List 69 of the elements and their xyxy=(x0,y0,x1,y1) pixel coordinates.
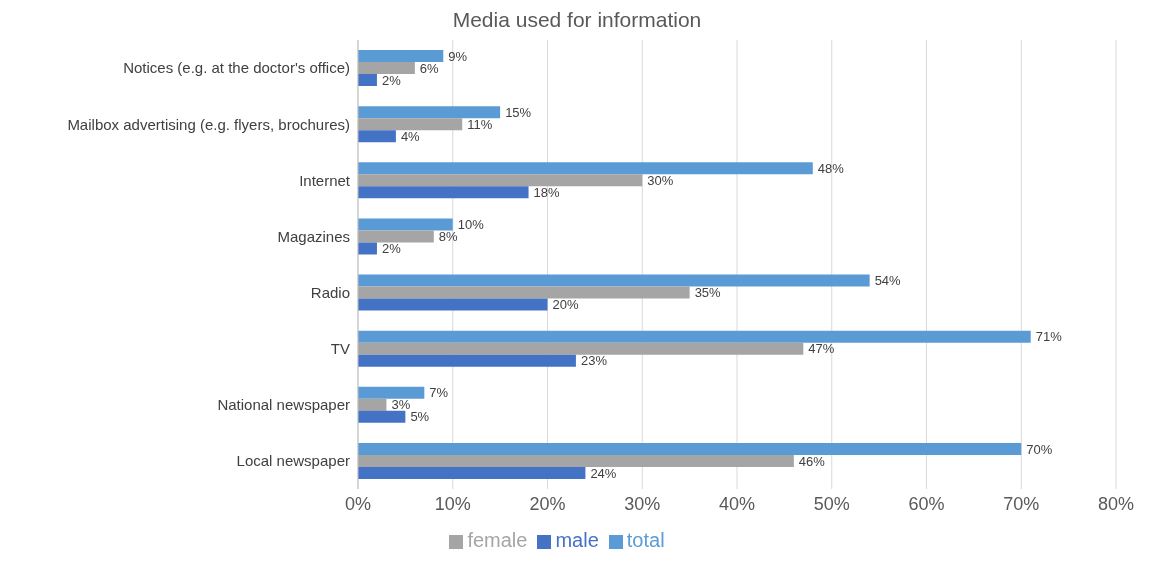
bar xyxy=(358,74,377,87)
y-tick-label: Internet xyxy=(299,171,351,189)
y-tick-label: Magazines xyxy=(277,227,350,245)
bar xyxy=(358,242,377,255)
x-tick-label: 30% xyxy=(624,493,661,514)
data-label: 7% xyxy=(429,385,449,401)
data-label: 2% xyxy=(381,241,402,257)
bar xyxy=(358,130,396,143)
data-label: 30% xyxy=(647,172,674,188)
data-label: 71% xyxy=(1035,329,1063,345)
x-tick-label: 60% xyxy=(908,493,945,514)
legend-label: female xyxy=(467,529,528,551)
x-tick-label: 50% xyxy=(813,493,850,514)
y-tick-label: Radio xyxy=(310,283,350,301)
bar xyxy=(358,50,444,63)
data-label: 20% xyxy=(552,297,579,313)
data-label: 48% xyxy=(817,160,845,176)
bar xyxy=(358,230,434,243)
data-label: 4% xyxy=(400,128,421,144)
x-tick-label: 80% xyxy=(1097,493,1135,514)
data-label: 8% xyxy=(438,229,459,245)
data-label: 46% xyxy=(798,453,826,469)
bar xyxy=(358,442,1022,455)
data-label: 15% xyxy=(505,104,532,120)
data-label: 5% xyxy=(410,409,430,425)
data-label: 47% xyxy=(808,341,835,357)
bar xyxy=(358,174,643,187)
y-tick-label: Local newspaper xyxy=(236,452,350,470)
x-tick-label: 20% xyxy=(529,493,566,514)
bar xyxy=(358,410,406,423)
x-tick-label: 0% xyxy=(344,493,372,514)
legend-label: total xyxy=(626,529,665,551)
data-label: 54% xyxy=(874,273,902,289)
chart-title: Media used for information xyxy=(451,8,703,33)
bar xyxy=(358,454,794,467)
y-tick-label: TV xyxy=(330,340,350,358)
y-tick-label: National newspaper xyxy=(217,396,350,414)
bar xyxy=(358,342,804,355)
bar xyxy=(358,286,690,299)
x-tick-label: 40% xyxy=(718,493,756,514)
data-label: 35% xyxy=(694,285,722,301)
bar xyxy=(358,106,501,119)
data-label: 9% xyxy=(448,48,468,64)
bar xyxy=(358,354,576,367)
bar xyxy=(358,118,463,131)
data-label: 6% xyxy=(419,60,440,76)
bar xyxy=(358,330,1031,343)
bar xyxy=(358,162,813,175)
x-tick-label: 10% xyxy=(434,493,471,514)
bar xyxy=(358,398,387,411)
data-label: 24% xyxy=(590,465,617,481)
bar xyxy=(358,466,586,479)
data-label: 10% xyxy=(457,217,485,233)
bar xyxy=(358,62,415,75)
y-tick-label: Mailbox advertising (e.g. flyers, brochures) xyxy=(67,115,350,133)
bar xyxy=(358,386,425,399)
bar xyxy=(358,218,453,231)
data-label: 2% xyxy=(381,72,402,88)
bar xyxy=(358,274,870,287)
data-label: 23% xyxy=(580,353,608,369)
data-label: 18% xyxy=(533,184,561,200)
data-label: 70% xyxy=(1026,441,1053,457)
y-tick-label: Notices (e.g. at the doctor's office) xyxy=(123,59,350,77)
data-label: 3% xyxy=(391,397,411,413)
bar xyxy=(358,186,529,199)
x-tick-label: 70% xyxy=(1003,493,1040,514)
data-label: 11% xyxy=(467,116,493,132)
bar xyxy=(358,298,548,311)
legend-label: male xyxy=(555,529,599,551)
